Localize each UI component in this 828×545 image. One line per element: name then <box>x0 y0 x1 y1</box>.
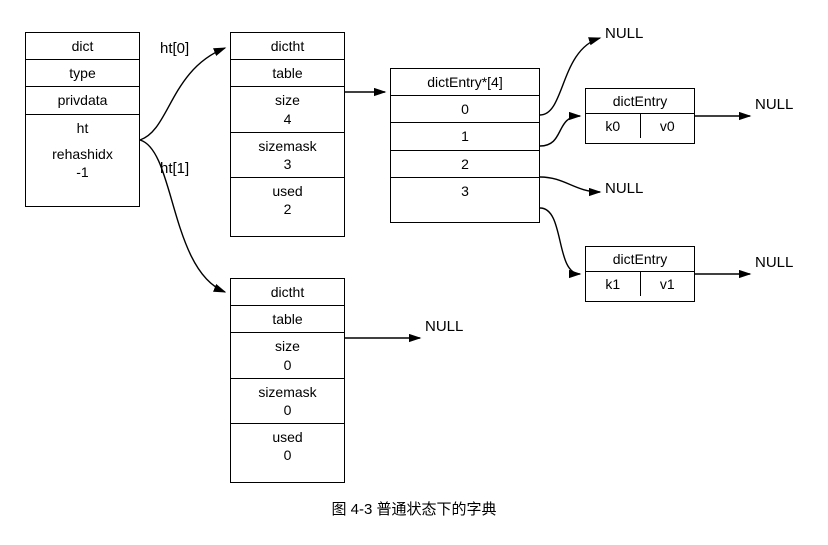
dictht1-used-label: used <box>272 428 302 446</box>
dictht0-size: size 4 <box>231 87 344 132</box>
dictht1-sizemask-label: sizemask <box>258 383 316 401</box>
dictht0-size-label: size <box>275 91 300 109</box>
dictht1-struct: dictht table size 0 sizemask 0 used 0 <box>230 278 345 483</box>
dict-struct: dicttypeprivdataht rehashidx -1 <box>25 32 140 207</box>
dict-cell-dict: dict <box>26 33 139 60</box>
null-label-entry0: NULL <box>755 96 793 113</box>
rehashidx-label: rehashidx <box>52 145 113 163</box>
edge-slot2-to-null <box>540 177 600 192</box>
dictht0-title: dictht <box>231 33 344 60</box>
dictht1-used-val: 0 <box>284 446 292 464</box>
edge-dict-to-ht0 <box>140 48 225 140</box>
dictht1-sizemask-val: 0 <box>284 401 292 419</box>
figure-caption: 图 4-3 普通状态下的字典 <box>20 498 808 519</box>
dictht1-size-label: size <box>275 337 300 355</box>
dictentry-array: dictEntry*[4] 0123 <box>390 68 540 223</box>
dictht0-size-val: 4 <box>284 110 292 128</box>
dictht1-sizemask: sizemask 0 <box>231 379 344 424</box>
dictht0-used-val: 2 <box>284 200 292 218</box>
dictht1-size-val: 0 <box>284 356 292 374</box>
dictht0-used: used 2 <box>231 178 344 222</box>
dictht1-used: used 0 <box>231 424 344 468</box>
null-label-top: NULL <box>605 25 643 42</box>
dict-cell-privdata: privdata <box>26 87 139 114</box>
null-label-slot2: NULL <box>605 180 643 197</box>
array-slot-2: 2 <box>391 151 539 178</box>
entry1-title: dictEntry <box>586 247 694 272</box>
dictht0-sizemask-label: sizemask <box>258 137 316 155</box>
entry1-val: v1 <box>641 272 695 296</box>
dictht0-used-label: used <box>272 182 302 200</box>
null-label-entry1: NULL <box>755 254 793 271</box>
dictentry-1: dictEntry k1 v1 <box>585 246 695 302</box>
dictht1-size: size 0 <box>231 333 344 378</box>
array-slot-3: 3 <box>391 178 539 204</box>
diagram-canvas: dicttypeprivdataht rehashidx -1 ht[0] ht… <box>20 20 808 525</box>
entry0-title: dictEntry <box>586 89 694 114</box>
dictht0-sizemask: sizemask 3 <box>231 133 344 178</box>
dictht1-title: dictht <box>231 279 344 306</box>
rehashidx-value: -1 <box>76 163 88 181</box>
edge-slot1-to-entry0 <box>540 116 580 146</box>
dictht0-table: table <box>231 60 344 87</box>
dictht0-struct: dictht table size 4 sizemask 3 used 2 <box>230 32 345 237</box>
entry1-key: k1 <box>586 272 641 296</box>
entry0-val: v0 <box>641 114 695 138</box>
entry0-key: k0 <box>586 114 641 138</box>
dict-cell-type: type <box>26 60 139 87</box>
dict-rehashidx-cell: rehashidx -1 <box>26 141 139 185</box>
array-slot-1: 1 <box>391 123 539 150</box>
dict-cell-ht: ht <box>26 115 139 141</box>
array-header: dictEntry*[4] <box>391 69 539 96</box>
edge-slot3-to-entry1 <box>540 208 580 274</box>
dictentry-0: dictEntry k0 v0 <box>585 88 695 144</box>
label-ht1: ht[1] <box>160 160 189 177</box>
dictht1-table: table <box>231 306 344 333</box>
label-ht0: ht[0] <box>160 40 189 57</box>
array-slot-0: 0 <box>391 96 539 123</box>
dictht0-sizemask-val: 3 <box>284 155 292 173</box>
null-label-ht1: NULL <box>425 318 463 335</box>
